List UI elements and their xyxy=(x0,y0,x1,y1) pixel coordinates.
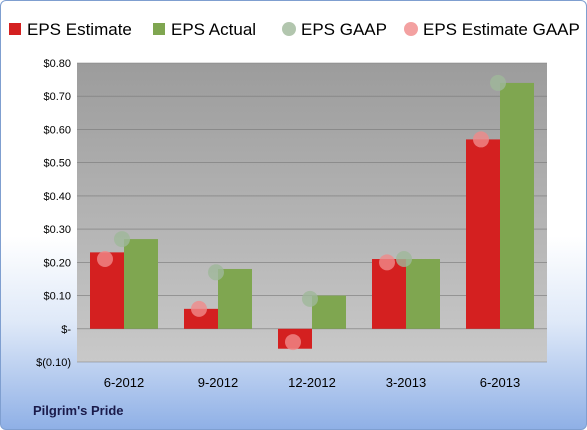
point-eps-estimate-gaap xyxy=(97,251,113,268)
bar-eps-estimate xyxy=(466,139,500,329)
point-eps-gaap xyxy=(302,290,318,307)
x-tick-label: 6-2012 xyxy=(104,375,144,390)
legend-swatch-eps-gaap xyxy=(282,22,296,36)
y-axis: $0.80 $0.70 $0.60 $0.50 $0.40 $0.30 $0.20 $0.10… xyxy=(36,58,71,369)
bar-eps-actual xyxy=(406,259,440,329)
point-eps-gaap xyxy=(396,251,412,268)
point-eps-estimate-gaap xyxy=(379,254,395,271)
x-tick-label: 6-2013 xyxy=(480,375,520,390)
x-tick-label: 12-2012 xyxy=(288,375,336,390)
y-tick-label: $0.80 xyxy=(43,58,71,70)
bar-eps-estimate xyxy=(372,259,406,329)
legend: EPS Estimate EPS Actual EPS GAAP EPS Estima… xyxy=(9,20,580,39)
y-tick-label: $(0.10) xyxy=(36,357,71,369)
legend-swatch-eps-estimate-gaap xyxy=(404,22,418,36)
y-tick-label: $0.30 xyxy=(43,224,71,236)
bars xyxy=(90,82,534,349)
point-eps-estimate-gaap xyxy=(285,334,301,351)
company-name: Pilgrim's Pride xyxy=(33,403,124,418)
legend-label-eps-actual: EPS Actual xyxy=(171,20,256,39)
y-tick-label: $0.70 xyxy=(43,91,71,103)
point-eps-gaap xyxy=(114,231,130,248)
points xyxy=(97,74,506,351)
point-eps-estimate-gaap xyxy=(473,131,489,148)
legend-swatch-eps-estimate xyxy=(9,23,21,35)
bar-eps-actual xyxy=(218,268,252,329)
x-axis: 6-2012 9-2012 12-2012 3-2013 6-2013 xyxy=(104,375,520,390)
y-tick-label: $0.10 xyxy=(43,291,71,303)
legend-label-eps-estimate-gaap: EPS Estimate GAAP xyxy=(423,20,580,39)
x-tick-label: 9-2012 xyxy=(198,375,238,390)
bar-eps-actual xyxy=(124,239,158,329)
legend-label-eps-estimate: EPS Estimate xyxy=(27,20,132,39)
point-eps-gaap xyxy=(490,74,506,91)
point-eps-estimate-gaap xyxy=(191,300,207,317)
x-tick-label: 3-2013 xyxy=(386,375,426,390)
y-tick-label: $0.60 xyxy=(43,124,71,136)
y-tick-label: $0.40 xyxy=(43,191,71,203)
legend-label-eps-gaap: EPS GAAP xyxy=(301,20,387,39)
point-eps-gaap xyxy=(208,264,224,281)
y-tick-label: $0.50 xyxy=(43,158,71,170)
bar-eps-estimate xyxy=(184,308,218,329)
y-tick-label: $0.20 xyxy=(43,257,71,269)
legend-swatch-eps-actual xyxy=(153,23,165,35)
bar-eps-actual xyxy=(500,82,534,329)
y-tick-label: $- xyxy=(61,324,71,336)
